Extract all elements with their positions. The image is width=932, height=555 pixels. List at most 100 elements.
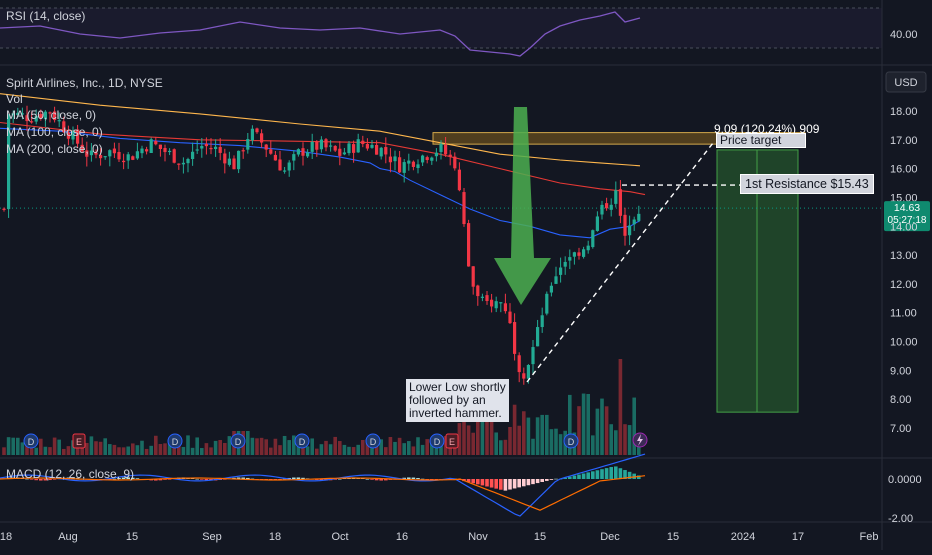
resistance-label[interactable]: 1st Resistance $15.43 — [740, 174, 874, 194]
candle-body — [402, 162, 406, 173]
volume-bar — [190, 447, 195, 455]
price-tick: 17.00 — [890, 135, 918, 147]
volume-bar — [255, 438, 259, 455]
macd-hist-bar — [637, 475, 641, 479]
candle-body — [347, 143, 351, 154]
volume-bar — [545, 414, 549, 455]
rsi-legend[interactable]: RSI (14, close) — [6, 9, 86, 23]
volume-bar — [485, 396, 489, 455]
macd-hist-bar — [241, 477, 245, 479]
volume-bar — [407, 441, 411, 455]
candle-body — [16, 112, 20, 116]
candle-body — [393, 156, 397, 162]
macd-hist-bar — [471, 479, 475, 484]
currency-button[interactable] — [885, 71, 927, 93]
volume-bar — [384, 447, 388, 455]
volume-bar — [591, 435, 595, 455]
macd-hist-bar — [48, 479, 52, 481]
candle-body — [586, 245, 590, 251]
macd-line — [0, 453, 646, 517]
volume-bar — [103, 438, 107, 455]
time-tick: Dec — [600, 531, 620, 543]
volume-bar — [186, 435, 190, 455]
dividend-marker-label: D — [299, 437, 306, 447]
candle-body — [430, 157, 434, 161]
macd-hist-bar — [512, 479, 517, 489]
time-tick: 18 — [0, 531, 12, 543]
macd-hist-bar — [365, 478, 370, 480]
candle-body — [439, 143, 443, 152]
candle-body — [264, 144, 268, 150]
volume-bar — [140, 440, 144, 455]
price-axis-ticks[interactable]: 18.0017.0016.0015.0013.0012.0011.0010.00… — [890, 106, 918, 435]
target-label[interactable]: 9.09 (120.24%) 909 — [714, 122, 820, 136]
volume-bar — [273, 438, 278, 455]
volume-bar — [637, 440, 641, 455]
candle-body — [632, 219, 636, 225]
candle-body — [209, 147, 213, 150]
candle-body — [241, 150, 245, 152]
time-axis[interactable]: 18 Aug 15 Sep 18 Oct 16 Nov 15 Dec 15 2024 17 Feb — [0, 531, 878, 543]
candle-body — [356, 139, 360, 153]
candle-body — [508, 311, 512, 324]
ma100-legend[interactable]: MA (100, close, 0) — [6, 125, 103, 139]
volume-bar — [6, 437, 11, 455]
price-tick: 13.00 — [890, 250, 918, 262]
volume-bar — [393, 441, 397, 455]
macd-hist-bar — [379, 479, 383, 481]
ma100-line — [0, 121, 646, 196]
support-trendline[interactable] — [526, 142, 714, 383]
volume-bar — [108, 444, 112, 455]
candle-body — [310, 141, 314, 152]
candle-body — [237, 150, 241, 170]
volume-bar — [577, 406, 581, 455]
macd-hist-bar — [554, 478, 558, 480]
symbol-title[interactable]: Spirit Airlines, Inc., 1D, NYSE — [6, 76, 163, 90]
candle-body — [103, 156, 107, 158]
macd-hist-bar — [577, 474, 581, 479]
dividend-marker-label: D — [235, 437, 242, 447]
note-box[interactable]: Lower Low shortly followed by an inverte… — [406, 379, 509, 422]
macd-hist-bar — [517, 479, 521, 488]
earnings-marker — [72, 433, 86, 449]
macd-hist-bar — [618, 468, 623, 479]
volume-bar — [517, 425, 521, 455]
candle-body — [467, 223, 471, 267]
candle-body — [39, 114, 43, 119]
candle-body — [370, 144, 374, 148]
volume-bar — [112, 444, 117, 455]
macd-hist-bar — [292, 477, 296, 479]
candle-body — [214, 146, 218, 150]
candle-body — [177, 163, 181, 165]
ma50-legend[interactable]: MA (50, close, 0) — [6, 108, 97, 122]
volume-bar — [351, 447, 356, 455]
vol-legend[interactable]: Vol — [6, 92, 23, 106]
candle-body — [494, 301, 498, 309]
volume-bar — [282, 435, 287, 455]
dividend-marker — [429, 433, 445, 449]
time-tick: 15 — [667, 531, 679, 543]
volume-bar — [39, 438, 43, 455]
candle-body — [108, 150, 112, 157]
macd-hist-bar — [236, 477, 241, 479]
candle-body — [333, 145, 337, 151]
macd-hist-bar — [250, 478, 255, 480]
price-target-label[interactable]: Price target — [716, 133, 806, 148]
candle-body — [158, 144, 162, 150]
macd-hist-bar — [581, 473, 586, 479]
ma200-legend[interactable]: MA (200, close, 0) — [6, 142, 103, 156]
time-tick: Nov — [468, 531, 488, 543]
volume-bar — [80, 444, 84, 455]
candle-body — [453, 156, 457, 169]
price-tick: 8.00 — [890, 394, 911, 406]
macd-hist-bar — [131, 477, 135, 479]
macd-legend[interactable]: MACD (12, 26, close, 9) — [6, 467, 135, 481]
dividend-marker — [23, 433, 39, 449]
volume-bar — [333, 436, 337, 455]
macd-hist-bar — [411, 477, 416, 479]
candles — [2, 105, 641, 385]
volume-bar — [167, 439, 172, 455]
time-tick: Feb — [860, 531, 879, 543]
volume-bar — [89, 436, 94, 455]
